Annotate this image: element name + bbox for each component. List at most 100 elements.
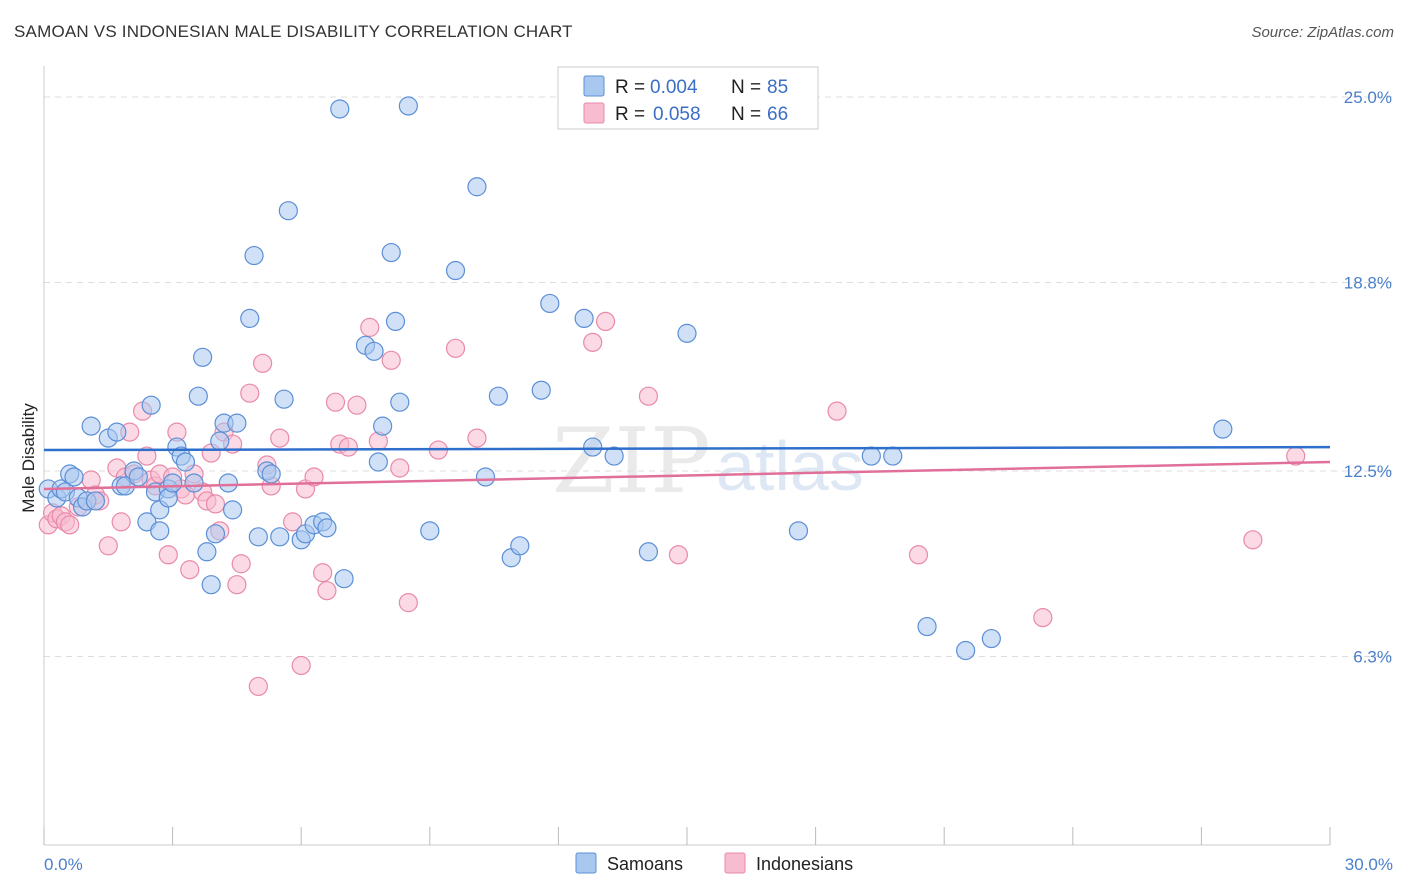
samoans-point: [107, 422, 127, 442]
samoans-point: [274, 389, 294, 409]
samoans-point: [510, 536, 530, 556]
indonesians-legend-swatch: [583, 102, 605, 124]
indonesians-point: [360, 317, 380, 337]
samoans-legend-swatch: [583, 75, 605, 97]
indonesians-n-label: N =: [731, 104, 761, 125]
indonesians-point: [638, 386, 659, 406]
watermark: ZIP atlas: [552, 409, 864, 514]
indonesians-point: [338, 437, 358, 457]
samoans-point: [150, 521, 170, 541]
samoans-point: [205, 524, 226, 544]
indonesians-trend-line: [43, 460, 1331, 491]
indonesians-point: [205, 494, 226, 514]
samoans-point: [540, 293, 560, 314]
indonesians-point: [827, 401, 847, 421]
x-tick-label-min: 0.0%: [44, 855, 83, 874]
indonesians-point: [158, 545, 178, 565]
samoans-point: [488, 386, 508, 406]
indonesians-point: [98, 536, 118, 556]
samoans-point: [334, 569, 354, 589]
indonesians-point: [111, 512, 131, 532]
samoans-point: [445, 260, 466, 281]
samoans-point: [223, 500, 243, 520]
samoans-point: [141, 395, 161, 415]
samoans-point: [278, 201, 298, 221]
samoans-point: [188, 386, 208, 406]
samoans-point: [788, 521, 809, 541]
samoans-r-label: R =: [615, 77, 645, 98]
samoans-r-value: 0.004: [650, 77, 698, 98]
samoans-point: [373, 416, 393, 436]
samoans-n-label: N =: [731, 77, 761, 98]
indonesians-point: [313, 563, 333, 583]
samoans-point: [981, 628, 1001, 649]
indonesians-r-label: R =: [615, 104, 645, 125]
indonesians-bottom-label: Indonesians: [756, 854, 853, 874]
samoans-points: [38, 96, 1233, 661]
y-tick-label: 12.5%: [1344, 462, 1392, 481]
axes: [43, 66, 1331, 846]
indonesians-point: [60, 515, 80, 535]
samoans-point: [956, 640, 976, 661]
samoans-point: [240, 308, 260, 329]
samoans-point: [368, 452, 388, 472]
indonesians-point: [180, 560, 200, 580]
indonesians-point: [390, 458, 410, 478]
correlation-legend: R = 0.004 N = 85 R = 0.058 N = 66: [557, 66, 819, 130]
samoans-point: [381, 242, 401, 263]
samoans-point: [574, 308, 594, 329]
y-tick-label: 18.8%: [1344, 274, 1392, 293]
indonesians-n-value: 66: [767, 104, 788, 125]
samoans-point: [475, 467, 496, 487]
samoans-point: [531, 380, 551, 400]
indonesians-point: [240, 383, 260, 403]
indonesians-point: [595, 311, 616, 331]
indonesians-point: [283, 512, 303, 532]
samoans-point: [201, 575, 221, 595]
samoans-point: [364, 341, 384, 361]
trend-lines: [43, 445, 1331, 491]
x-tick-label-max: 30.0%: [1345, 855, 1393, 874]
indonesians-point: [227, 575, 247, 595]
indonesians-point: [137, 446, 157, 466]
samoans-point: [175, 452, 196, 472]
samoans-point: [64, 467, 84, 487]
samoans-point: [193, 347, 213, 367]
samoans-point: [270, 527, 290, 547]
indonesians-point: [668, 545, 689, 565]
indonesians-r-value: 0.058: [653, 104, 701, 125]
y-tick-label: 25.0%: [1344, 88, 1392, 107]
samoans-point: [261, 464, 281, 484]
indonesians-point: [908, 545, 929, 565]
samoans-point: [197, 542, 217, 562]
samoans-point: [390, 392, 410, 412]
indonesians-point: [253, 353, 273, 373]
chart-title: SAMOAN VS INDONESIAN MALE DISABILITY COR…: [14, 22, 573, 41]
indonesians-point: [583, 332, 603, 352]
indonesians-point: [248, 676, 268, 697]
y-tick-labels: 6.3% 12.5% 18.8% 25.0%: [1344, 88, 1392, 667]
samoans-point: [184, 473, 204, 493]
watermark-atlas-text: atlas: [716, 427, 864, 505]
gridlines: [44, 96, 1392, 658]
samoans-point: [467, 177, 487, 197]
indonesians-point: [325, 392, 346, 412]
samoans-point: [218, 473, 238, 493]
indonesians-point: [398, 593, 418, 613]
samoans-point: [248, 527, 268, 547]
samoans-point: [85, 491, 106, 511]
indonesians-point: [1033, 608, 1053, 628]
samoans-bottom-label: Samoans: [607, 854, 683, 874]
samoans-point: [583, 437, 603, 457]
samoans-point: [210, 431, 230, 451]
samoans-point: [317, 518, 337, 538]
indonesians-bottom-swatch: [724, 852, 746, 874]
x-tick-labels: 0.0% 30.0%: [44, 855, 1393, 874]
y-tick-label: 6.3%: [1353, 648, 1392, 667]
samoans-point: [638, 542, 659, 562]
samoans-point: [227, 413, 247, 433]
samoans-bottom-swatch: [575, 852, 597, 874]
indonesians-point: [445, 338, 466, 358]
samoans-point: [128, 467, 148, 487]
